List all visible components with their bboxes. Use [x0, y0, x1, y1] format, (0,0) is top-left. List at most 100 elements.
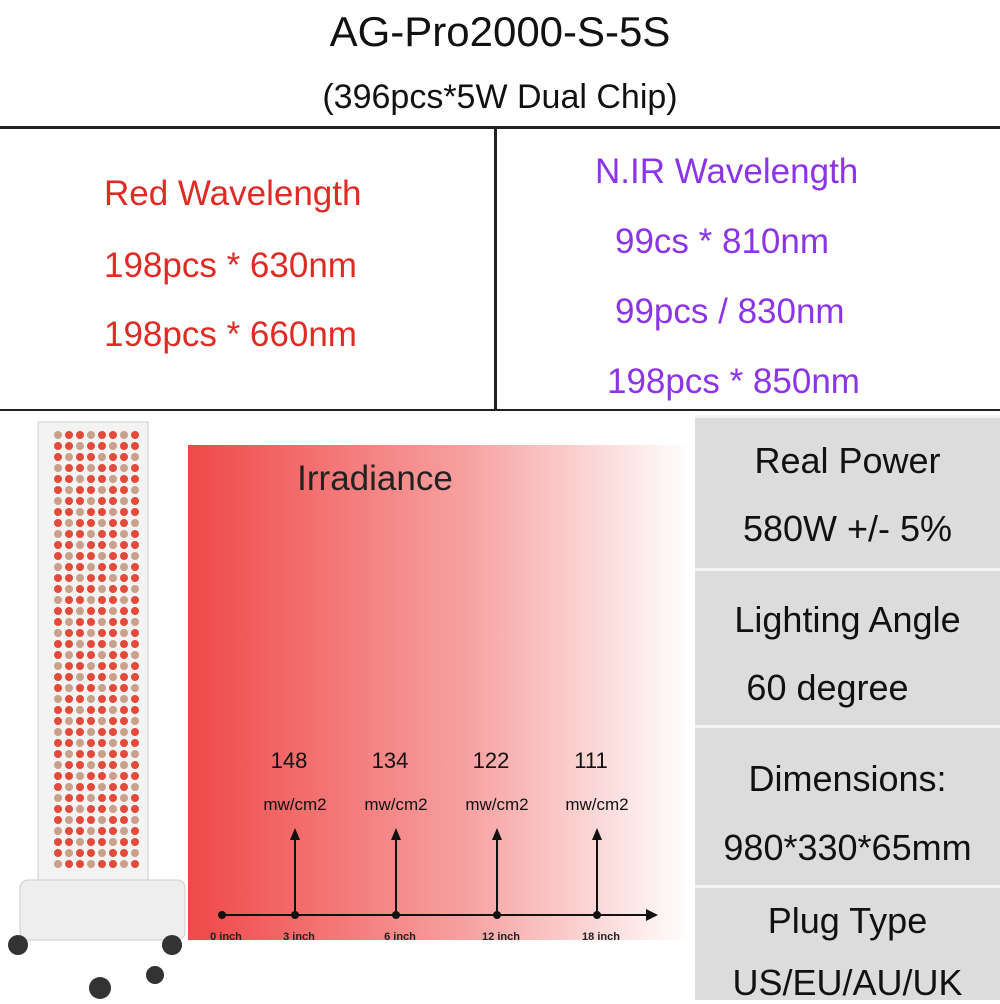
led: [54, 860, 62, 868]
led: [98, 783, 106, 791]
led: [65, 739, 73, 747]
led: [54, 541, 62, 549]
led: [109, 585, 117, 593]
led: [87, 772, 95, 780]
led: [131, 497, 139, 505]
led: [109, 816, 117, 824]
led: [109, 640, 117, 648]
led: [65, 662, 73, 670]
led: [131, 816, 139, 824]
axis-point: [218, 911, 226, 919]
spec-value: US/EU/AU/UK: [732, 962, 963, 1003]
red-line: 198pcs * 660nm: [104, 315, 357, 354]
led: [120, 629, 128, 637]
title: AG-Pro2000-S-5S: [329, 8, 671, 55]
led: [109, 739, 117, 747]
led: [120, 651, 128, 659]
led: [131, 695, 139, 703]
led: [109, 508, 117, 516]
led: [120, 618, 128, 626]
reading-unit: mw/cm2: [565, 795, 628, 814]
led: [120, 574, 128, 582]
led: [87, 552, 95, 560]
led: [54, 695, 62, 703]
led: [120, 684, 128, 692]
led: [131, 838, 139, 846]
led: [131, 486, 139, 494]
led: [120, 662, 128, 670]
axis-point: [392, 911, 400, 919]
led: [131, 618, 139, 626]
led: [120, 519, 128, 527]
led: [109, 530, 117, 538]
led: [54, 739, 62, 747]
led: [98, 453, 106, 461]
led: [54, 618, 62, 626]
led: [54, 816, 62, 824]
led: [54, 728, 62, 736]
led: [109, 728, 117, 736]
led: [76, 772, 84, 780]
led: [87, 783, 95, 791]
arrow-head: [391, 828, 401, 840]
led: [98, 508, 106, 516]
led: [109, 563, 117, 571]
led: [76, 684, 84, 692]
led: [54, 706, 62, 714]
led: [54, 497, 62, 505]
led: [120, 607, 128, 615]
led: [109, 706, 117, 714]
led: [98, 794, 106, 802]
led: [54, 552, 62, 560]
irradiance-title: Irradiance: [297, 459, 453, 498]
led: [120, 541, 128, 549]
led: [54, 431, 62, 439]
led: [131, 750, 139, 758]
led: [109, 442, 117, 450]
led: [131, 706, 139, 714]
led: [87, 497, 95, 505]
led: [98, 827, 106, 835]
led: [65, 640, 73, 648]
led: [76, 750, 84, 758]
led: [87, 629, 95, 637]
led: [76, 849, 84, 857]
led: [120, 706, 128, 714]
led: [98, 552, 106, 560]
led: [98, 860, 106, 868]
led: [76, 574, 84, 582]
led: [65, 728, 73, 736]
led: [65, 684, 73, 692]
led: [76, 618, 84, 626]
led: [131, 431, 139, 439]
led: [120, 596, 128, 604]
led: [54, 717, 62, 725]
reading-value: 148: [271, 748, 308, 773]
led: [98, 838, 106, 846]
led: [65, 453, 73, 461]
led: [76, 585, 84, 593]
led: [65, 475, 73, 483]
led: [54, 640, 62, 648]
reading-value: 134: [372, 748, 409, 773]
led: [76, 475, 84, 483]
arrow-head: [492, 828, 502, 840]
led: [120, 475, 128, 483]
led: [109, 761, 117, 769]
led: [87, 860, 95, 868]
led: [54, 453, 62, 461]
led: [76, 761, 84, 769]
led: [109, 596, 117, 604]
red-title: Red Wavelength: [104, 174, 362, 213]
led: [109, 574, 117, 582]
spec-value: 60 degree: [746, 667, 909, 708]
led: [120, 486, 128, 494]
led: [65, 464, 73, 472]
led: [120, 728, 128, 736]
led: [120, 739, 128, 747]
wheel: [162, 935, 182, 955]
led: [98, 618, 106, 626]
led: [87, 684, 95, 692]
led: [76, 673, 84, 681]
led: [131, 783, 139, 791]
